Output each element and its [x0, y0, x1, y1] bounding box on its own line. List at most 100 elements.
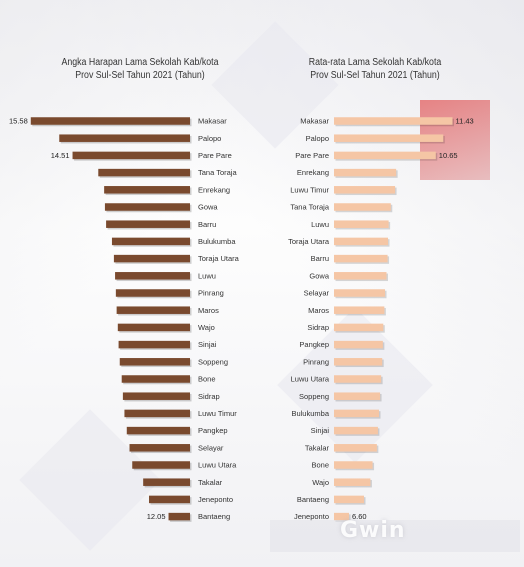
left-chart-title-line1: Angka Harapan Lama Sekolah Kab/kota: [61, 57, 219, 68]
right-bar-wajo: [334, 478, 371, 486]
left-data-label: 14.51: [51, 151, 70, 160]
right-data-label: 11.43: [456, 117, 474, 126]
right-bar-bulukumba: [334, 409, 379, 418]
left-category-label: Bone: [198, 375, 216, 384]
left-category-label: Pinrang: [198, 289, 224, 298]
right-bar-makasar: [334, 117, 453, 125]
left-bar-sidrap: [122, 392, 190, 400]
left-category-label: Bulukumba: [198, 237, 236, 246]
right-category-label: Palopo: [306, 134, 329, 143]
left-category-label: Luwu: [198, 271, 216, 280]
left-bar-bantaeng: [168, 512, 190, 521]
right-category-label: Gowa: [309, 271, 329, 280]
left-bar-gowa: [104, 203, 190, 211]
watermark-text: Gwin: [340, 518, 406, 543]
right-bar-selayar: [334, 289, 385, 297]
right-bar-pinrang: [334, 358, 383, 366]
left-data-label: 12.05: [147, 512, 166, 521]
left-bar-luwu: [115, 272, 190, 280]
right-category-label: Makasar: [300, 117, 329, 126]
left-data-label: 15.58: [9, 117, 28, 126]
left-category-label: Maros: [198, 306, 219, 315]
left-category-label: Pare Pare: [198, 151, 232, 160]
left-category-label: Makasar: [198, 117, 227, 126]
left-category-label: Jeneponto: [198, 495, 233, 504]
right-chart-title-line2: Prov Sul-Sel Tahun 2021 (Tahun): [310, 70, 440, 81]
left-bar-bulukumba: [111, 237, 190, 246]
left-category-label: Bantaeng: [198, 512, 230, 521]
left-category-label: Selayar: [198, 443, 224, 452]
right-category-label: Sidrap: [307, 323, 329, 332]
left-bar-pinrang: [115, 289, 190, 297]
left-bar-makasar: [30, 117, 190, 125]
right-bar-luwu-timur: [334, 186, 396, 194]
left-bar-soppeng: [119, 358, 190, 366]
left-bar-wajo: [117, 323, 190, 332]
right-bar-sinjai: [334, 426, 378, 435]
left-bar-selayar: [129, 444, 190, 452]
right-category-label: Toraja Utara: [288, 237, 330, 246]
left-category-label: Sidrap: [198, 392, 220, 401]
left-bar-luwu-utara: [132, 461, 190, 469]
right-bar-sidrap: [334, 323, 384, 332]
right-category-label: Maros: [308, 306, 329, 315]
left-bar-bone: [121, 375, 190, 383]
right-category-label: Barru: [311, 254, 329, 263]
left-category-label: Palopo: [198, 134, 221, 143]
right-category-label: Enrekang: [297, 168, 329, 177]
right-category-label: Soppeng: [299, 392, 329, 401]
right-category-label: Takalar: [305, 443, 330, 452]
left-bar-tana-toraja: [98, 168, 190, 177]
left-category-label: Luwu Utara: [198, 461, 237, 470]
right-category-label: Luwu Timur: [290, 185, 329, 194]
left-category-label: Pangkep: [198, 426, 228, 435]
right-bar-jeneponto: [334, 512, 349, 521]
right-bar-luwu: [334, 220, 389, 228]
left-bar-palopo: [59, 134, 190, 142]
left-category-label: Toraja Utara: [198, 254, 240, 263]
left-category-label: Tana Toraja: [198, 168, 237, 177]
left-bar-barru: [106, 220, 190, 228]
right-bar-enrekang: [334, 168, 397, 177]
right-category-label: Selayar: [304, 289, 330, 298]
right-chart-title-line1: Rata-rata Lama Sekolah Kab/kota: [308, 57, 442, 68]
left-category-label: Luwu Timur: [198, 409, 237, 418]
left-category-label: Soppeng: [198, 357, 228, 366]
right-bar-gowa: [334, 272, 387, 280]
right-bar-palopo: [334, 134, 444, 142]
left-category-label: Enrekang: [198, 185, 230, 194]
left-bar-takalar: [143, 478, 190, 486]
right-category-label: Bantaeng: [297, 495, 329, 504]
left-category-label: Wajo: [198, 323, 215, 332]
right-bar-bantaeng: [334, 495, 364, 504]
left-category-label: Sinjai: [198, 340, 217, 349]
right-category-label: Pangkep: [299, 340, 329, 349]
left-chart-title: Angka Harapan Lama Sekolah Kab/kota Prov…: [43, 56, 237, 82]
left-bar-enrekang: [104, 186, 190, 194]
right-bar-barru: [334, 254, 388, 263]
left-category-label: Barru: [198, 220, 216, 229]
right-data-label: 10.65: [439, 151, 458, 160]
right-category-label: Bone: [311, 461, 329, 470]
right-category-label: Wajo: [312, 478, 329, 487]
right-bar-takalar: [334, 444, 377, 452]
right-data-label: 6.60: [352, 512, 367, 521]
right-category-label: Jeneponto: [294, 512, 329, 521]
right-category-label: Bulukumba: [291, 409, 329, 418]
watermark-logo: Gwin: [340, 518, 520, 552]
right-category-label: Pinrang: [303, 357, 329, 366]
left-category-label: Gowa: [198, 203, 218, 212]
right-bar-toraja-utara: [334, 237, 388, 246]
right-bar-pangkep: [334, 340, 383, 349]
right-bar-tana-toraja: [334, 203, 391, 211]
watermark-band: [270, 520, 520, 552]
right-category-label: Luwu: [311, 220, 329, 229]
left-bar-jeneponto: [149, 495, 190, 504]
left-bar-luwu-timur: [124, 409, 190, 418]
right-bar-luwu-utara: [334, 375, 382, 383]
left-chart-title-line2: Prov Sul-Sel Tahun 2021 (Tahun): [75, 70, 205, 81]
right-chart-title: Rata-rata Lama Sekolah Kab/kota Prov Sul…: [283, 56, 468, 82]
left-bar-toraja-utara: [113, 254, 190, 263]
right-category-label: Sinjai: [311, 426, 330, 435]
